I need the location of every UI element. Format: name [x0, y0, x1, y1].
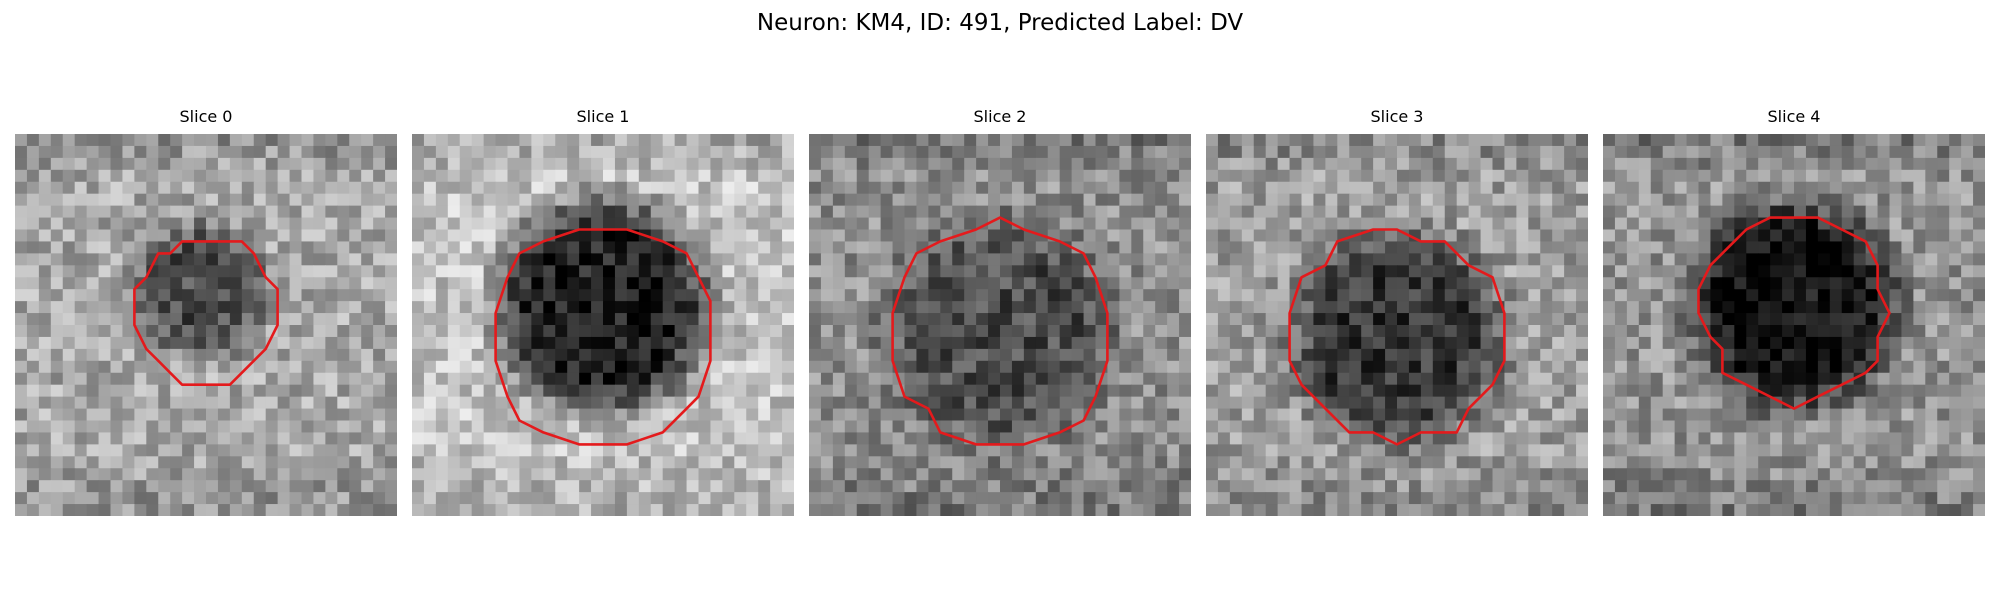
pixel-grid	[1603, 134, 1985, 516]
slice-title: Slice 1	[576, 107, 630, 126]
slice-image	[809, 134, 1191, 516]
figure-title: Neuron: KM4, ID: 491, Predicted Label: D…	[756, 10, 1244, 36]
segmentation-outline	[1697, 216, 1891, 410]
slice-panel-0: Slice 0	[15, 107, 397, 516]
slice-title: Slice 2	[973, 107, 1027, 126]
segmentation-outline	[1288, 228, 1506, 446]
slice-title: Slice 3	[1370, 107, 1424, 126]
slice-image	[1206, 134, 1588, 516]
segmentation-outline	[494, 228, 712, 446]
slice-panel-1: Slice 1	[412, 107, 794, 516]
pixel-grid	[809, 134, 1191, 516]
slice-image	[1603, 134, 1985, 516]
pixel-grid	[412, 134, 794, 516]
slice-title: Slice 4	[1767, 107, 1821, 126]
slice-panel-3: Slice 3	[1206, 107, 1588, 516]
pixel-grid	[15, 134, 397, 516]
pixel-grid	[1206, 134, 1588, 516]
slice-image	[15, 134, 397, 516]
slice-image	[412, 134, 794, 516]
slice-title: Slice 0	[179, 107, 233, 126]
segmentation-outline	[891, 216, 1109, 446]
slice-panel-4: Slice 4	[1603, 107, 1985, 516]
slice-panel-2: Slice 2	[809, 107, 1191, 516]
segmentation-outline	[133, 240, 279, 386]
